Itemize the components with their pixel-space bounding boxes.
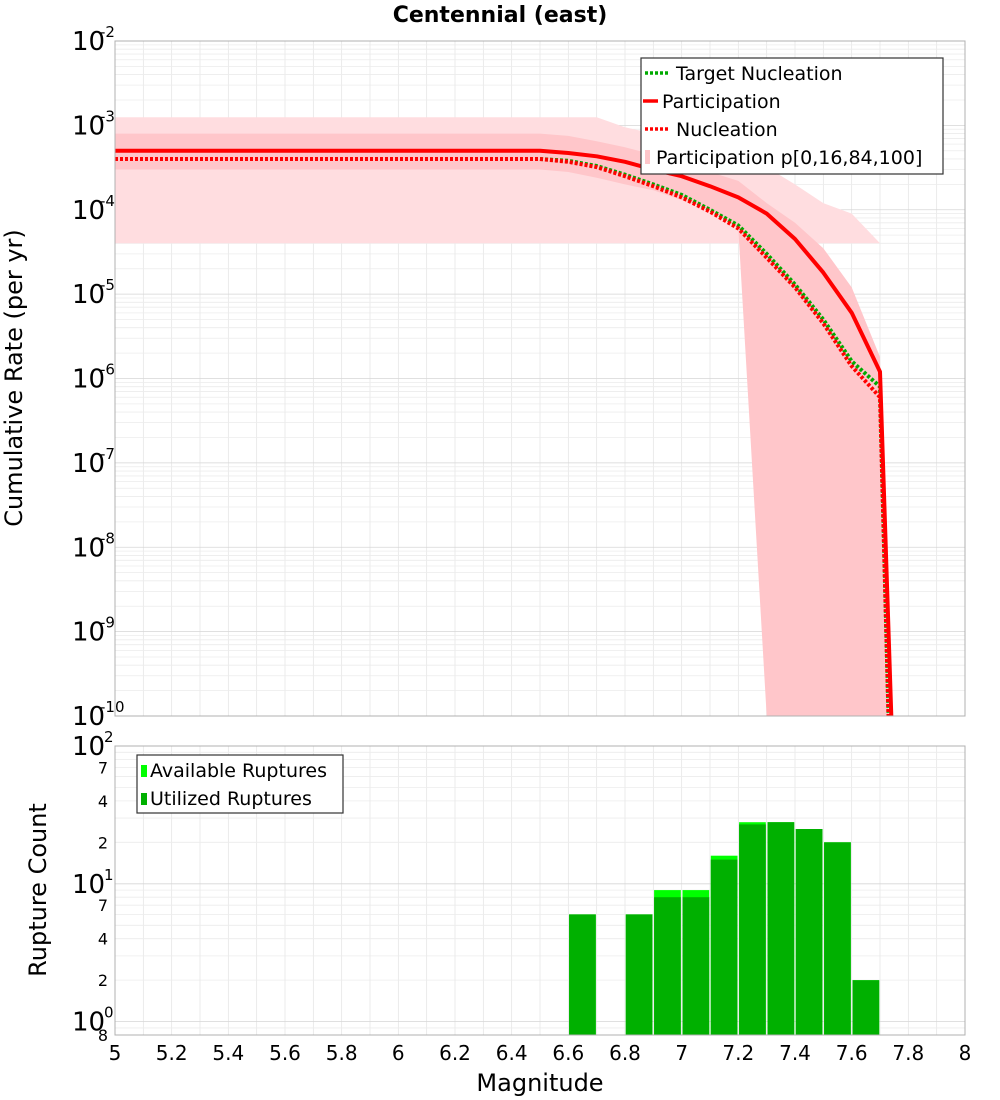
x-tick-label: 5.4 [212,1041,244,1065]
rate-y-tick--2: 10 [72,27,105,57]
rate-y-tick--3: 10 [72,111,105,141]
count-bars [569,822,880,1035]
utilized-bar [682,897,710,1035]
x-tick-label: 6.8 [609,1041,641,1065]
x-tick-label: 6.4 [496,1041,528,1065]
rate-y-tick-exp--2: -2 [100,23,115,41]
rate-y-tick--6: 10 [72,365,105,395]
x-tick-label: 6.2 [439,1041,471,1065]
rate-y-tick--9: 10 [72,618,105,648]
utilized-bar [625,914,653,1035]
x-tick-label: 5.6 [269,1041,301,1065]
rate-y-tick--4: 10 [72,196,105,226]
rate-y-tick--8: 10 [72,533,105,563]
count-y-minor-tick: 7 [98,896,108,915]
utilized-bar [739,824,766,1035]
count-y-tick-exp-1: 1 [104,866,114,884]
utilized-bar [852,980,880,1035]
count-y-tick-1: 10 [72,870,105,900]
utilized-bar [710,859,738,1035]
utilized-bar [569,914,596,1035]
rate-y-tick-exp--3: -3 [100,107,115,125]
legend-label-utilized: Utilized Ruptures [150,788,312,810]
x-tick-label: 6.6 [552,1041,584,1065]
rate-band-0 [115,117,880,716]
legend-label-nucleation: Nucleation [676,119,778,141]
x-tick-label: 6 [392,1041,405,1065]
legend-label-available: Available Ruptures [150,760,327,782]
count-y-minor-tick: 7 [98,758,108,777]
count-legend-box [136,754,344,814]
legend-label-participation: Participation [662,91,781,113]
x-tick-label: 8 [959,1041,972,1065]
rate-y-tick-exp--6: -6 [100,361,115,379]
legend-swatch-utilized [141,793,147,805]
utilized-bar [767,822,795,1035]
count-y-tick-exp-2: 2 [104,728,114,746]
rate-y-tick-exp--7: -7 [100,445,115,463]
legend-swatch-available [141,765,147,777]
rate-plot-frame [114,40,966,717]
count-legend: Available Ruptures Utilized Ruptures [136,754,344,814]
rate-line-participation [115,148,894,717]
rate-y-tick-exp--9: -9 [100,614,115,632]
count-y-axis-label: Rupture Count [24,803,52,977]
count-plot-frame [114,745,966,1036]
x-tick-label: 7.2 [722,1041,754,1065]
count-y-minor-tick: 2 [98,971,108,990]
utilized-bar [654,897,681,1035]
legend-label-target-nucleation: Target Nucleation [675,63,843,85]
x-tick-label: 7.4 [779,1041,811,1065]
rate-y-tick--7: 10 [72,449,105,479]
x-tick-label: 5.8 [326,1041,358,1065]
count-y-tick-0: 10 [72,1008,105,1038]
count-y-minor-tick: 4 [98,930,108,949]
rate-y-tick-exp--5: -5 [100,276,115,294]
rate-y-axis-label: Cumulative Rate (per yr) [0,229,28,527]
x-axis-label: Magnitude [476,1069,603,1097]
rate-y-tick-exp--4: -4 [100,192,115,210]
utilized-bar [824,842,851,1035]
rate-y-tick-exp--8: -8 [100,529,115,547]
rate-bands [115,117,889,717]
rate-y-tick--10: 10 [72,702,105,732]
x-tick-label: 5 [109,1041,122,1065]
count-y-minor-tick: 8 [98,1026,108,1045]
x-tick-label: 7 [675,1041,688,1065]
chart-title: Centennial (east) [393,3,608,28]
count-y-tick-2: 10 [72,732,105,762]
rate-lines [115,148,894,717]
count-y-tick-exp-0: 0 [104,1004,114,1022]
rate-legend: Target Nucleation Participation Nucleati… [640,57,944,175]
count-y-minor-tick: 4 [98,792,108,811]
rate-legend-box [640,57,944,175]
x-tick-label: 7.8 [892,1041,924,1065]
utilized-bar [795,829,823,1035]
x-tick-labels: 5 5.2 5.4 5.6 5.8 6 6.2 6.4 6.6 6.8 7 7.2 7.4 7.6 7.8 8 [109,1041,972,1065]
rate-y-tick--5: 10 [72,280,105,310]
x-tick-label: 7.6 [836,1041,868,1065]
legend-swatch-participation-band [645,150,650,164]
rate-band-1 [115,133,889,717]
count-y-minor-tick: 2 [98,833,108,852]
x-tick-label: 5.2 [156,1041,188,1065]
legend-label-participation-band: Participation p[0,16,84,100] [656,147,922,169]
rate-y-tick-exp--10: -10 [100,698,125,716]
